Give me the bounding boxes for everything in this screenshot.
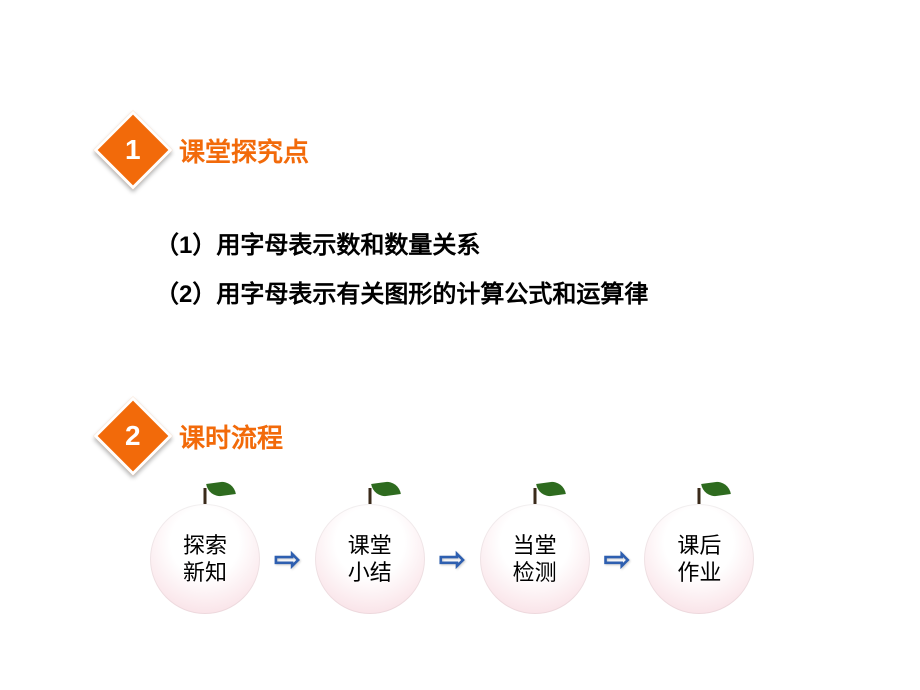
section-1-diamond: 1 — [93, 110, 172, 189]
stem-icon — [533, 488, 536, 504]
flow-item: 当堂 检测 — [480, 480, 590, 614]
section-1-header: 1 课堂探究点 — [105, 122, 309, 178]
flow-item: 课堂 小结 — [315, 480, 425, 614]
section-1-number: 1 — [125, 134, 141, 166]
apple-label: 探索 新知 — [183, 532, 227, 587]
stem-icon — [204, 488, 207, 504]
section-2-number: 2 — [125, 420, 141, 452]
apple-stem-leaf — [644, 480, 754, 504]
leaf-icon — [536, 480, 566, 498]
leaf-icon — [701, 480, 731, 498]
flow-item: 课后 作业 — [644, 480, 754, 614]
apple-body: 当堂 检测 — [480, 504, 590, 614]
flow-item: 探索 新知 — [150, 480, 260, 614]
bullet-list: （1）用字母表示数和数量关系 （2）用字母表示有关图形的计算公式和运算律 — [155, 225, 648, 323]
apple-node: 探索 新知 — [150, 480, 260, 614]
apple-node: 课后 作业 — [644, 480, 754, 614]
apple-label: 课后 作业 — [677, 532, 721, 587]
bullet-item: （1）用字母表示数和数量关系 — [155, 225, 648, 260]
apple-body: 探索 新知 — [150, 504, 260, 614]
apple-body: 课后 作业 — [644, 504, 754, 614]
apple-stem-leaf — [150, 480, 260, 504]
bullet-item: （2）用字母表示有关图形的计算公式和运算律 — [155, 274, 648, 309]
arrow-icon: ⇨ — [439, 543, 466, 575]
section-1-title: 课堂探究点 — [179, 132, 309, 169]
leaf-icon — [206, 480, 236, 498]
apple-node: 当堂 检测 — [480, 480, 590, 614]
apple-body: 课堂 小结 — [315, 504, 425, 614]
stem-icon — [698, 488, 701, 504]
apple-label: 当堂 检测 — [513, 532, 557, 587]
apple-label: 课堂 小结 — [348, 532, 392, 587]
apple-node: 课堂 小结 — [315, 480, 425, 614]
section-2-diamond: 2 — [93, 396, 172, 475]
arrow-icon: ⇨ — [274, 543, 301, 575]
section-2-title: 课时流程 — [179, 418, 283, 455]
flow-row: 探索 新知 ⇨ 课堂 小结 ⇨ 当堂 检测 ⇨ 课后 作业 — [150, 480, 754, 614]
section-2-header: 2 课时流程 — [105, 408, 283, 464]
leaf-icon — [371, 480, 401, 498]
apple-stem-leaf — [480, 480, 590, 504]
apple-stem-leaf — [315, 480, 425, 504]
stem-icon — [368, 488, 371, 504]
arrow-icon: ⇨ — [604, 543, 631, 575]
